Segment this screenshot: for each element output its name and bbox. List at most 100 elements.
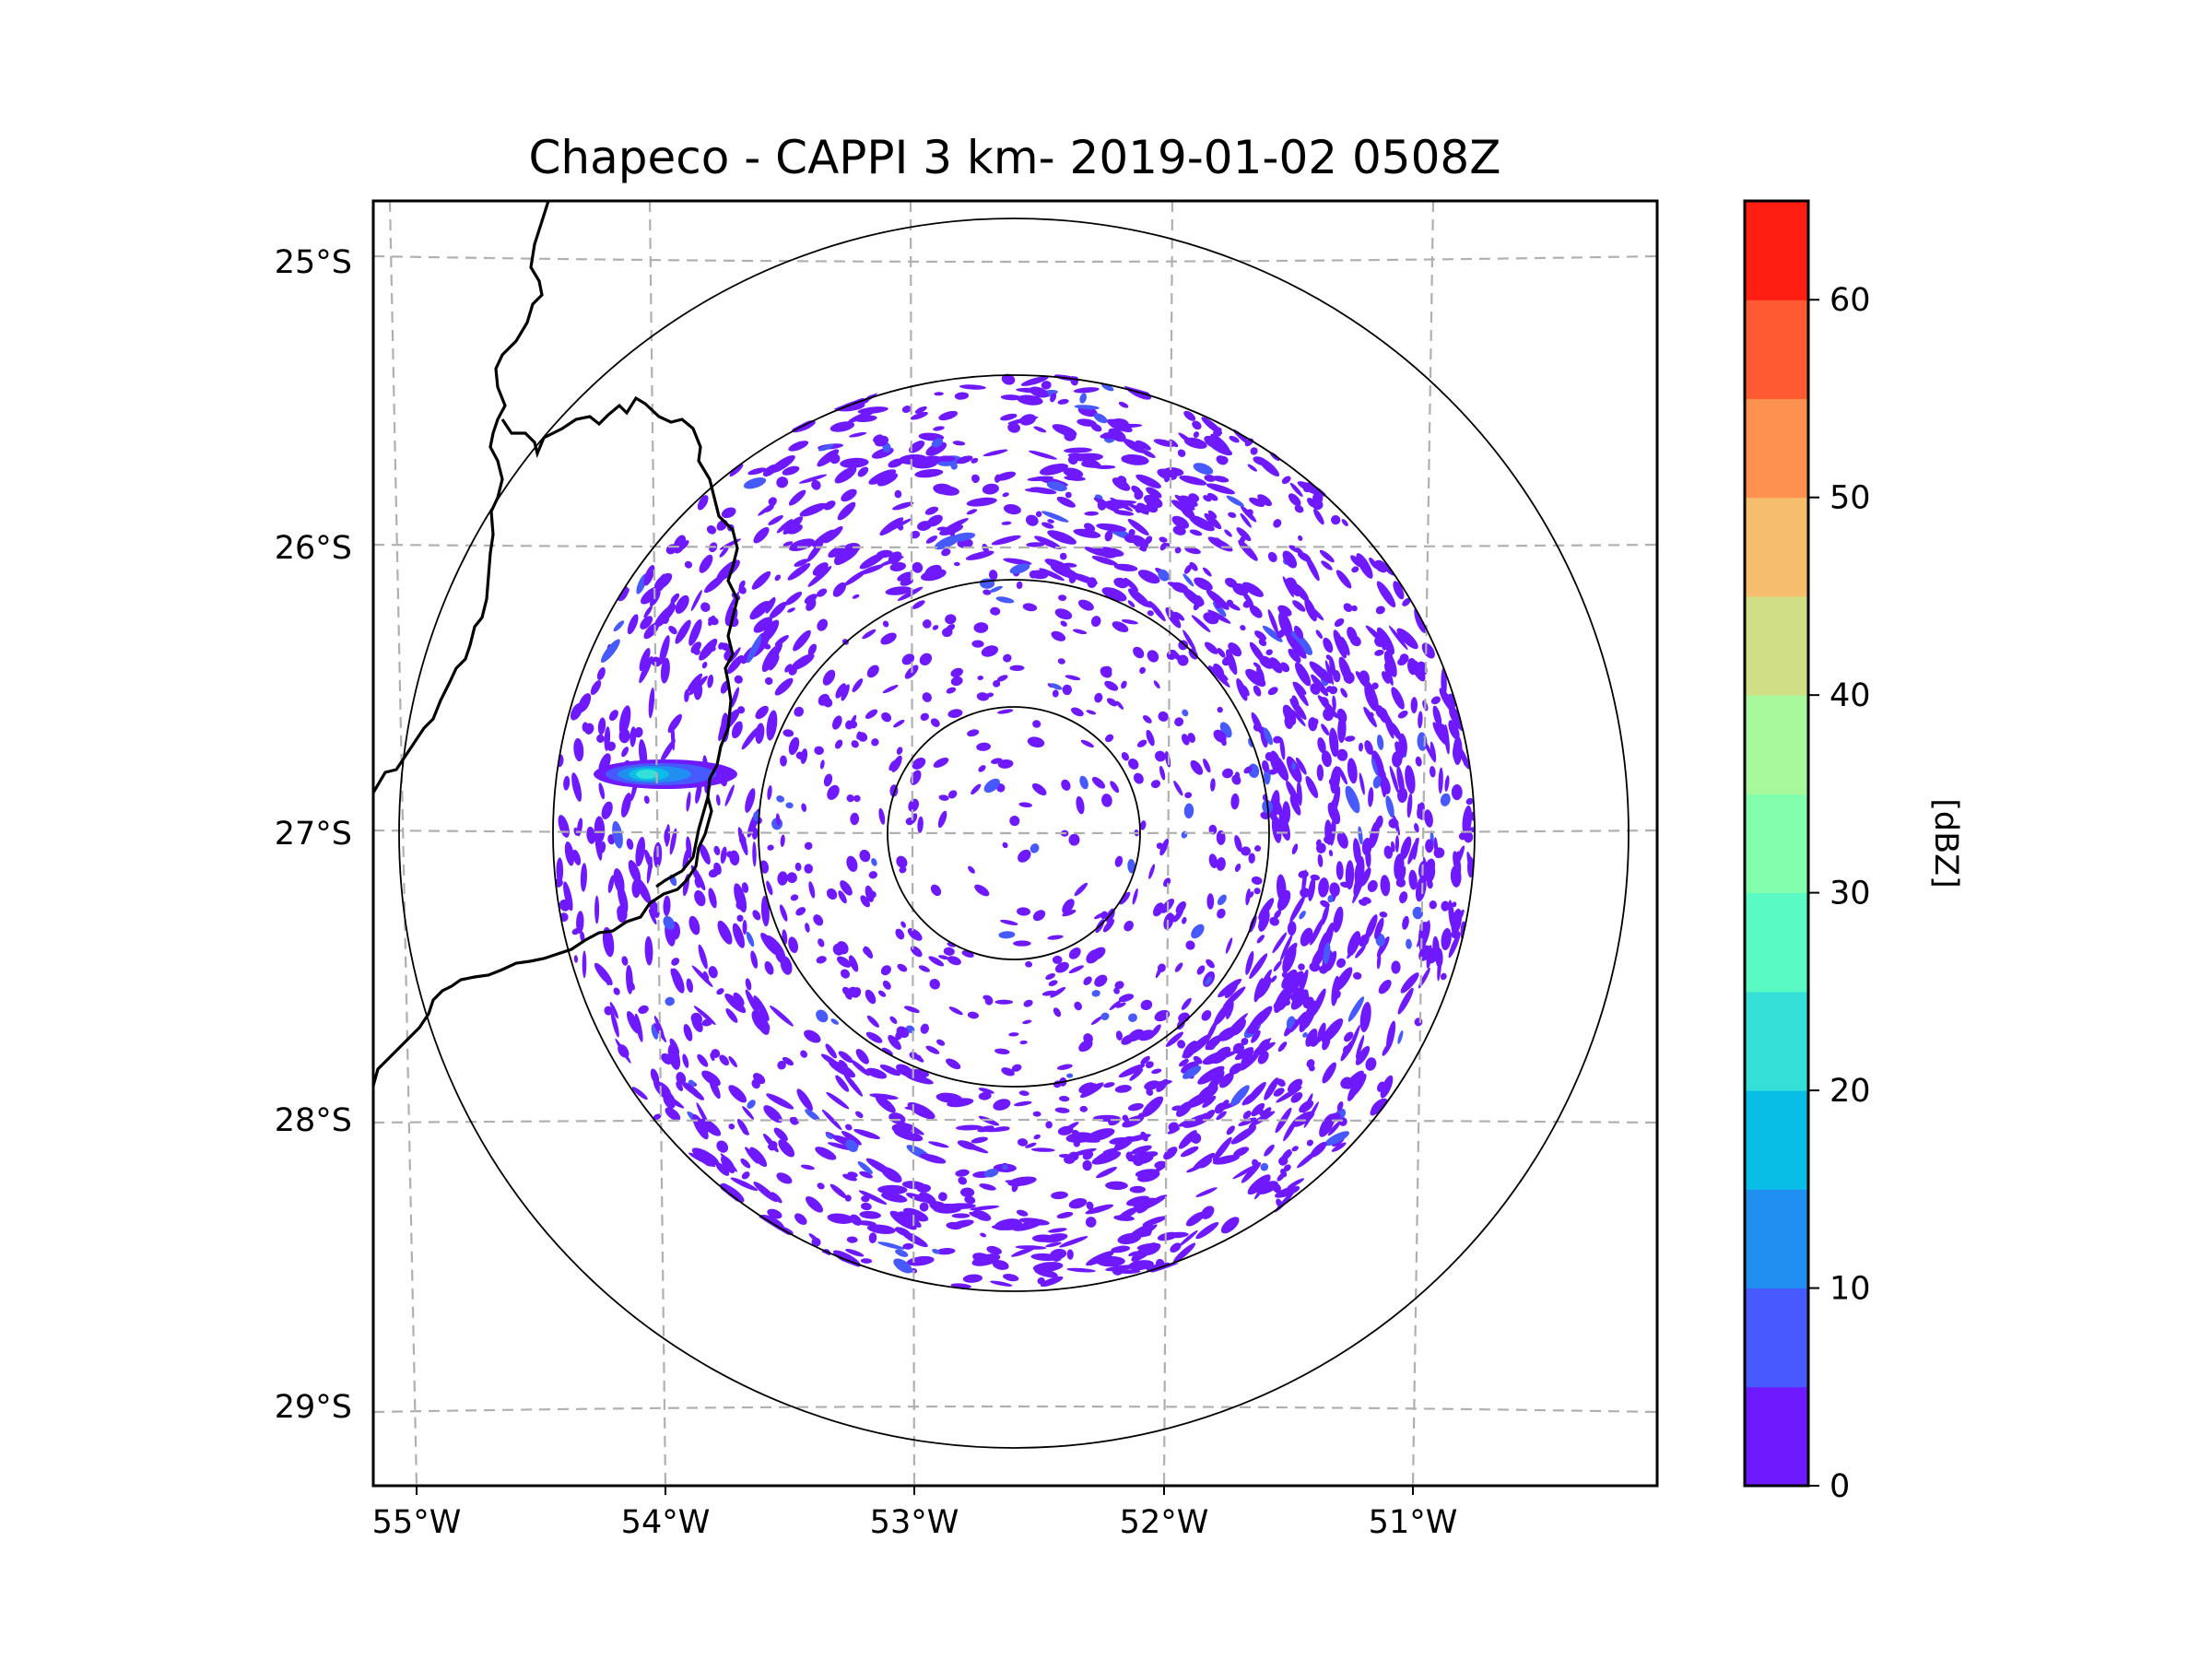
echo-cell <box>671 958 680 966</box>
echo-cell <box>814 746 824 756</box>
echo-cell <box>938 955 949 960</box>
echo-cell <box>818 693 830 706</box>
echo-cell <box>947 525 956 536</box>
echo-cell <box>1033 426 1047 433</box>
echo-cell <box>1208 665 1230 688</box>
echo-cell <box>1108 428 1126 442</box>
echo-cell <box>1282 576 1294 598</box>
echo-cell <box>1232 1164 1258 1180</box>
echo-cell <box>1415 756 1422 767</box>
echo-cell <box>946 624 956 632</box>
echo-cell <box>920 712 929 722</box>
echo-cell <box>1199 1159 1213 1169</box>
echo-cell <box>618 728 630 744</box>
echo-cell <box>1086 1201 1094 1210</box>
echo-cell <box>1327 895 1334 903</box>
echo-cell <box>1091 1150 1122 1165</box>
echo-cell <box>930 884 942 897</box>
echo-cell <box>1230 793 1240 810</box>
echo-cell <box>904 1073 934 1085</box>
echo-cell <box>1053 1007 1062 1018</box>
echo-cell <box>663 895 671 917</box>
echo-cell <box>767 1208 782 1219</box>
echo-cell <box>1109 1137 1125 1145</box>
echo-cell <box>736 914 744 923</box>
echo-cell <box>830 421 855 432</box>
y-axis-ticks: 25°S 26°S 27°S 28°S 29°S <box>275 244 352 1426</box>
echo-cell <box>919 653 933 666</box>
echo-cell <box>1127 1102 1144 1112</box>
echo-cell <box>735 900 745 910</box>
echo-cell <box>869 890 877 899</box>
echo-cell <box>1145 1225 1152 1235</box>
echo-cell <box>856 731 862 740</box>
echo-cell <box>1193 1055 1203 1065</box>
echo-cell <box>1429 900 1438 910</box>
echo-cell <box>1136 739 1147 747</box>
echo-cell <box>1464 831 1474 843</box>
echo-cell <box>1134 489 1144 500</box>
echo-cell <box>1204 512 1222 530</box>
echo-cell <box>1054 1107 1070 1113</box>
echo-cell <box>1335 570 1352 589</box>
echo-cell <box>682 1053 689 1068</box>
echo-cell <box>1295 757 1307 775</box>
colorbar-bin <box>1745 1386 1808 1487</box>
echo-cell <box>1301 1002 1316 1029</box>
echo-cell <box>1145 535 1153 545</box>
echo-cell <box>970 1205 1000 1211</box>
echo-cell <box>613 868 625 895</box>
echo-cell <box>1002 841 1008 849</box>
echo-cell <box>1288 942 1298 953</box>
echo-cell <box>950 463 958 470</box>
echo-cell <box>830 1018 840 1025</box>
echo-cell <box>1146 1088 1154 1096</box>
echo-cell <box>1011 1247 1036 1257</box>
echo-cell <box>766 710 778 741</box>
echo-cell <box>1206 589 1230 610</box>
echo-cell <box>1002 1164 1008 1171</box>
echo-cell <box>1323 922 1335 953</box>
echo-cell <box>1241 1038 1249 1045</box>
echo-cell <box>715 794 721 806</box>
echo-cell <box>1195 1221 1219 1240</box>
echo-cell <box>1001 373 1016 385</box>
echo-cell <box>788 489 806 506</box>
echo-cell <box>594 962 613 986</box>
echo-cell <box>838 1051 853 1064</box>
echo-cell <box>1180 1146 1199 1158</box>
echo-cell <box>921 569 947 582</box>
echo-cell <box>1052 955 1063 964</box>
echo-cell <box>1039 463 1069 476</box>
echo-cell <box>791 653 815 671</box>
echo-cell <box>1376 734 1384 750</box>
echo-cell <box>1396 765 1406 796</box>
echo-cell <box>1257 494 1272 507</box>
echo-cell <box>1328 850 1334 857</box>
echo-cell <box>808 881 816 899</box>
echo-cell <box>1347 1024 1360 1053</box>
echo-cell <box>1082 1159 1092 1171</box>
echo-cell <box>881 712 892 723</box>
echo-cell <box>1165 1031 1183 1047</box>
echo-cell <box>817 618 829 631</box>
echo-cell <box>1293 625 1304 640</box>
echo-cell <box>931 438 944 448</box>
echo-cell <box>1374 649 1384 656</box>
echo-cell <box>1241 1093 1254 1106</box>
echo-cell <box>1073 387 1100 394</box>
echo-cell <box>1193 463 1214 475</box>
echo-cell <box>671 968 685 994</box>
echo-cell <box>1393 815 1400 836</box>
echo-cell <box>898 524 904 531</box>
echo-cell <box>1242 582 1264 597</box>
echo-cell <box>1236 677 1248 701</box>
reflectivity-layer <box>553 373 1475 1289</box>
echo-cell <box>747 635 762 664</box>
echo-cell <box>1412 906 1424 920</box>
map-axes <box>373 201 1657 1486</box>
echo-cell <box>1208 853 1218 869</box>
echo-cell <box>785 802 794 809</box>
echo-cell <box>784 591 803 606</box>
echo-cell <box>1249 605 1263 618</box>
